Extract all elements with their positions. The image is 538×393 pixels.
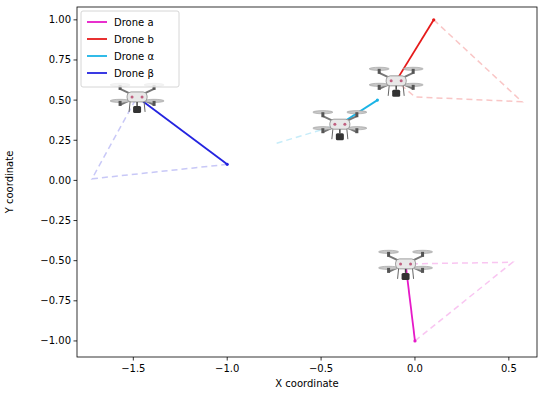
x-tick <box>321 357 322 361</box>
drone-marker <box>379 250 433 280</box>
x-tick <box>227 357 228 361</box>
start-point <box>432 18 435 21</box>
y-tick-label: 0.25 <box>49 135 71 146</box>
trail-line <box>396 20 522 102</box>
y-tick <box>74 19 78 20</box>
y-tick-label: 1.00 <box>49 14 71 25</box>
y-axis-label: Y coordinate <box>4 151 15 215</box>
y-tick <box>74 59 78 60</box>
y-tick-label: −0.50 <box>40 255 71 266</box>
x-tick-label: 0.5 <box>501 363 517 374</box>
x-tick-label: −1.5 <box>121 363 145 374</box>
legend-label: Drone β <box>114 68 154 79</box>
trail-line <box>406 262 513 341</box>
y-tick <box>74 260 78 261</box>
legend-swatch <box>87 38 107 40</box>
y-tick <box>74 220 78 221</box>
chart: −1.5 −1.0 −0.5 0.0 0.5 1.00 0.75 0.50 0.25 0.00 −0… <box>0 0 538 393</box>
y-tick-label: 0.75 <box>49 54 71 65</box>
legend-swatch <box>87 72 107 74</box>
y-tick <box>74 100 78 101</box>
y-tick-label: 0.00 <box>49 175 71 186</box>
x-tick-label: 0.0 <box>407 363 423 374</box>
legend-label: Drone α <box>114 51 154 62</box>
plot-frame <box>77 7 537 357</box>
y-tick-label: −1.00 <box>40 335 71 346</box>
y-tick-label: 0.50 <box>49 95 71 106</box>
start-point <box>226 163 229 166</box>
y-tick <box>74 300 78 301</box>
x-tick <box>133 357 134 361</box>
legend-box <box>81 11 179 87</box>
legend-label: Drone b <box>114 34 154 45</box>
start-point <box>376 99 379 102</box>
x-tick-label: −1.0 <box>215 363 239 374</box>
legend-label: Drone a <box>114 17 154 28</box>
x-axis-label: X coordinate <box>275 378 338 389</box>
y-tick-label: −0.25 <box>40 215 71 226</box>
x-tick-label: −0.5 <box>309 363 333 374</box>
legend-swatch <box>87 55 107 57</box>
x-tick <box>508 357 509 361</box>
path-line <box>137 97 227 164</box>
drone-marker <box>110 83 164 113</box>
y-tick <box>74 180 78 181</box>
legend: Drone a Drone b Drone α Drone β <box>81 11 179 87</box>
y-tick <box>74 140 78 141</box>
trail-line <box>92 97 227 179</box>
drone-marker <box>369 67 423 97</box>
drone-marker <box>313 111 367 141</box>
y-tick-label: −0.75 <box>40 295 71 306</box>
path-line <box>396 20 434 81</box>
legend-swatch <box>87 21 107 23</box>
y-tick <box>74 340 78 341</box>
start-point <box>413 339 416 342</box>
x-tick <box>414 357 415 361</box>
